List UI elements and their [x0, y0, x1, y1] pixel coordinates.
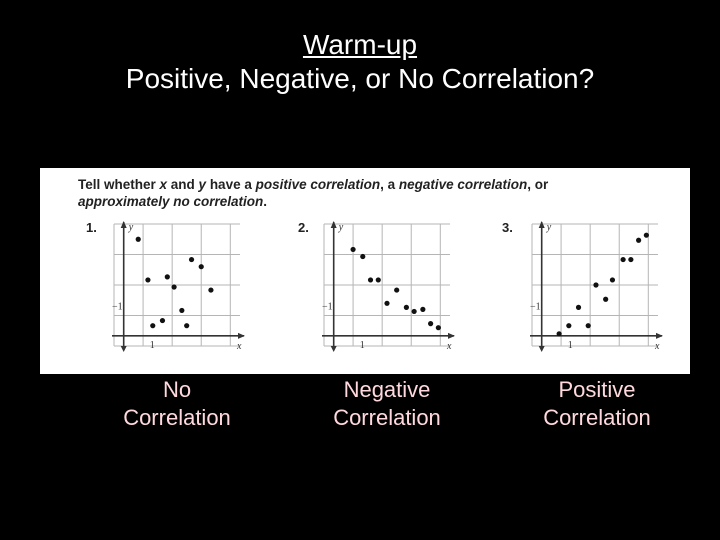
x-tick-label: 1	[360, 340, 365, 351]
data-point	[208, 287, 214, 293]
data-point	[420, 306, 426, 312]
grid	[113, 223, 240, 347]
data-point	[643, 232, 649, 238]
y-axis-down-arrow-icon	[330, 346, 337, 352]
data-point	[150, 323, 156, 329]
data-point	[428, 321, 434, 327]
scatter-plot-1: y x 1 −1	[112, 221, 245, 352]
data-point	[184, 323, 190, 329]
answer-1: No Correlation	[97, 376, 257, 432]
y-axis-arrow-icon	[120, 221, 127, 228]
answer-1-line2: Correlation	[123, 405, 231, 430]
answer-3-line2: Correlation	[543, 405, 651, 430]
x-axis-arrow-icon	[238, 332, 245, 339]
data-point	[411, 308, 417, 315]
data-point	[135, 236, 141, 242]
answer-1-line1: No	[162, 377, 192, 402]
y-axis-arrow-icon	[330, 221, 337, 228]
x-axis-label: x	[654, 341, 660, 352]
data-point	[360, 253, 366, 260]
instructions-text: Tell whether x and y have a positive cor…	[78, 177, 549, 209]
data-point	[171, 284, 177, 290]
problem-number-3: 3.	[502, 220, 513, 235]
answer-2-line1: Negative	[343, 377, 431, 402]
slide-title: Warm-up Positive, Negative, or No Correl…	[0, 28, 720, 96]
problem-number-1: 1.	[86, 220, 97, 235]
data-point	[620, 256, 626, 263]
data-point	[179, 307, 185, 314]
data-point	[609, 277, 616, 283]
data-point	[403, 304, 409, 310]
data-point	[556, 331, 562, 337]
data-point	[566, 323, 572, 329]
data-point	[188, 256, 195, 263]
y-axis-label: y	[546, 222, 552, 233]
y-axis-down-arrow-icon	[120, 346, 127, 352]
title-warmup: Warm-up	[302, 29, 418, 60]
data-point	[164, 274, 170, 280]
answer-3: Positive Correlation	[517, 376, 677, 432]
data-point	[435, 325, 441, 331]
data-point	[384, 300, 390, 306]
y-tick-label: −1	[322, 301, 333, 312]
x-axis-label: x	[446, 341, 452, 352]
data-point	[593, 282, 599, 288]
data-point	[636, 237, 642, 243]
data-point	[394, 287, 400, 293]
scatter-plot-3: y x 1 −1	[530, 221, 663, 352]
problem-number-2: 2.	[298, 220, 309, 235]
x-axis-arrow-icon	[656, 332, 663, 339]
data-point	[575, 304, 582, 310]
data-point	[585, 323, 591, 329]
data-point	[145, 277, 151, 283]
y-axis-down-arrow-icon	[538, 346, 545, 352]
answer-2: Negative Correlation	[307, 376, 467, 432]
data-point	[603, 296, 609, 302]
scatter-plot-2: y x 1 −1	[322, 221, 455, 352]
data-point	[350, 246, 356, 253]
x-axis-arrow-icon	[448, 332, 455, 339]
y-tick-label: −1	[112, 301, 123, 312]
y-axis-label: y	[128, 222, 134, 233]
y-tick-label: −1	[530, 301, 541, 312]
y-axis-arrow-icon	[538, 221, 545, 228]
answer-3-line1: Positive	[558, 377, 636, 402]
textbook-panel: Tell whether x and y have a positive cor…	[40, 168, 690, 374]
x-tick-label: 1	[568, 340, 573, 351]
title-question: Positive, Negative, or No Correlation?	[125, 63, 595, 94]
answer-2-line2: Correlation	[333, 405, 441, 430]
data-point	[198, 264, 204, 270]
data-point	[367, 277, 374, 283]
y-axis-label: y	[338, 222, 344, 233]
data-point	[628, 256, 634, 263]
x-tick-label: 1	[150, 340, 155, 351]
grid	[323, 223, 450, 347]
x-axis-label: x	[236, 341, 242, 352]
data-point	[375, 277, 381, 283]
data-point	[159, 317, 166, 324]
